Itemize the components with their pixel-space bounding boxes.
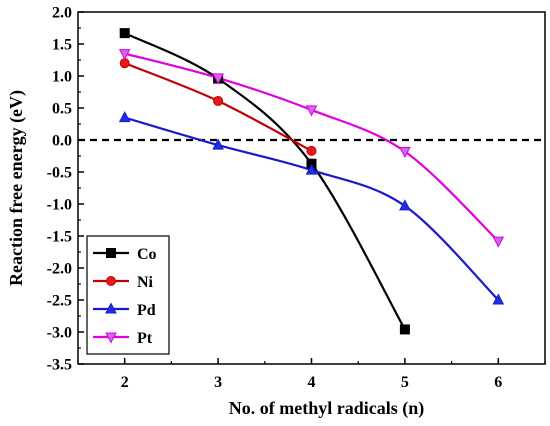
data-point-pt-6 xyxy=(492,236,505,248)
legend-box xyxy=(86,235,170,355)
y-axis-title: Reaction free energy (eV) xyxy=(6,90,27,286)
y-tick-label: 2.0 xyxy=(52,5,72,22)
data-point-pd-2 xyxy=(118,111,131,123)
y-tick-label: -1.0 xyxy=(47,197,72,214)
data-point-ni-3 xyxy=(213,95,224,106)
data-point-ni-4 xyxy=(306,145,317,156)
legend-label-pd: Pd xyxy=(137,302,156,319)
data-point-pt-4 xyxy=(305,105,318,117)
legend-marker-ni xyxy=(106,276,116,286)
data-point-pt-2 xyxy=(118,49,131,61)
y-tick-label: 1.5 xyxy=(52,37,72,54)
data-point-pd-6 xyxy=(492,293,505,305)
x-axis-title: No. of methyl radicals (n) xyxy=(229,398,424,419)
x-tick-label: 4 xyxy=(308,374,316,391)
data-point-pd-5 xyxy=(399,199,411,211)
data-point-co-5 xyxy=(399,324,410,335)
series-line-co xyxy=(124,32,406,330)
y-tick-label: 0.5 xyxy=(52,101,72,118)
y-tick-label: -3.0 xyxy=(47,325,72,342)
x-tick-label: 6 xyxy=(494,374,502,391)
data-point-co-2 xyxy=(119,28,130,39)
y-tick-label: -2.0 xyxy=(47,261,72,278)
y-tick-label: 1.0 xyxy=(52,69,72,86)
data-point-pt-5 xyxy=(399,147,411,159)
legend-marker-co xyxy=(106,248,116,258)
x-tick-label: 5 xyxy=(401,374,409,391)
data-point-pd-3 xyxy=(212,138,224,150)
legend-label-ni: Ni xyxy=(137,274,154,291)
series-line-pd xyxy=(124,116,500,301)
series-line-pt xyxy=(124,52,500,242)
legend-marker-pd xyxy=(105,302,117,314)
y-tick-label: -0.5 xyxy=(47,165,72,182)
y-tick-label: -1.5 xyxy=(47,229,72,246)
legend-label-co: Co xyxy=(137,246,157,263)
data-point-pd-4 xyxy=(305,163,318,175)
x-tick-label: 3 xyxy=(214,374,222,391)
y-tick-label: -3.5 xyxy=(47,357,72,374)
y-tick-label: 0.0 xyxy=(52,133,72,150)
data-point-pt-3 xyxy=(212,73,224,85)
y-tick-label: -2.5 xyxy=(47,293,72,310)
x-tick-label: 2 xyxy=(121,374,129,391)
legend-label-pt: Pt xyxy=(137,330,153,347)
legend-marker-pt xyxy=(105,332,117,344)
